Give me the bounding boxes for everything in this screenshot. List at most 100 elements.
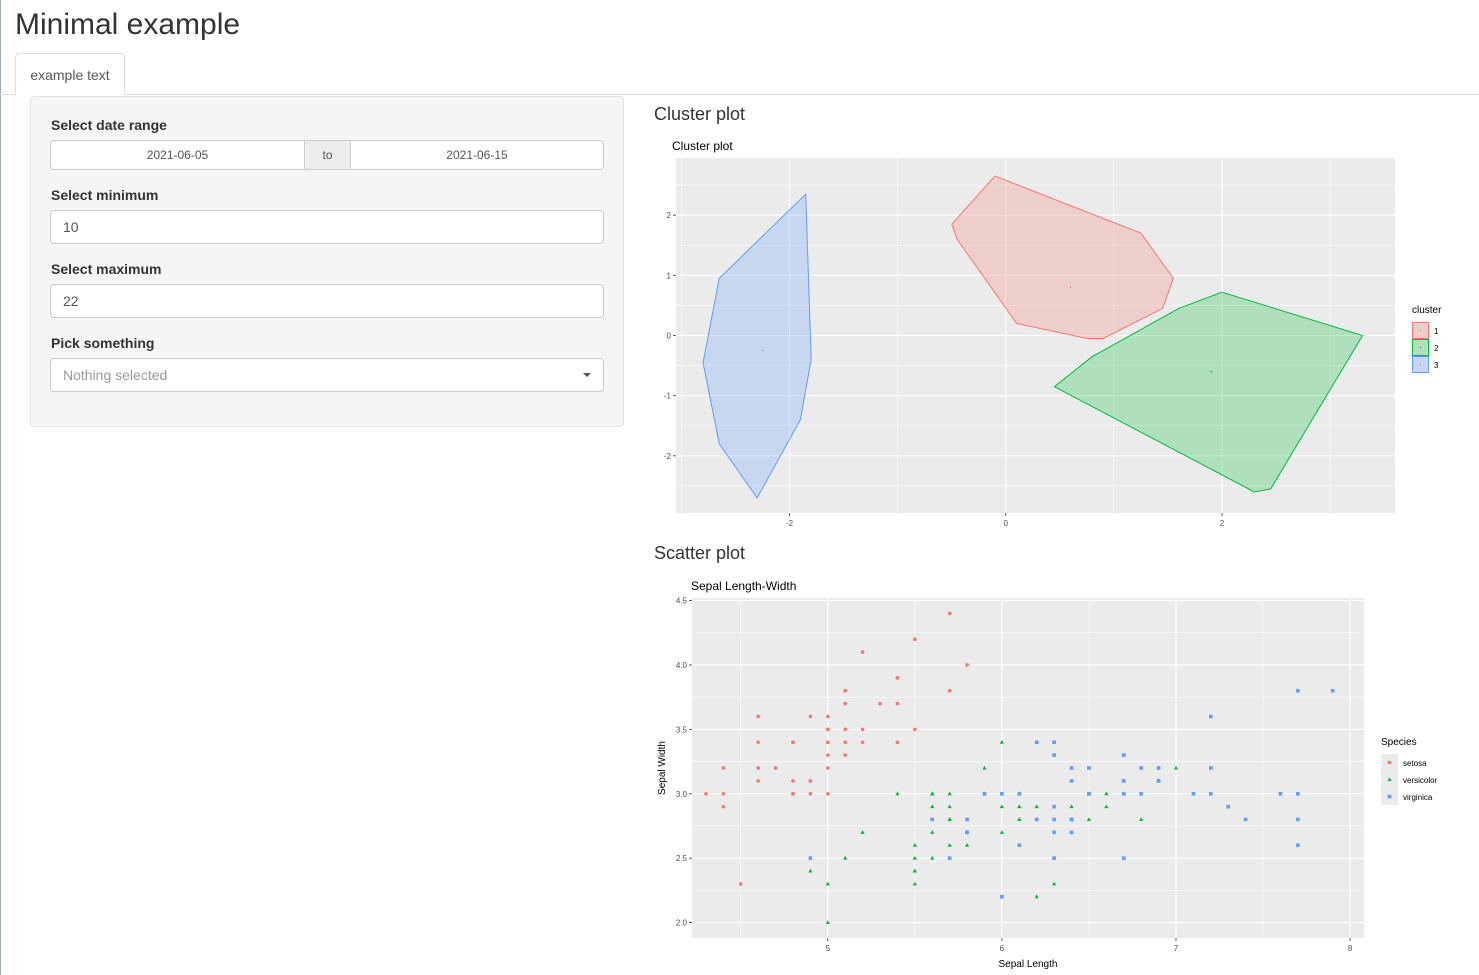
data-point-setosa [895,740,900,745]
x-tick-label: 5 [826,944,831,953]
y-axis-label: Sepal Width [657,741,668,795]
chevron-down-icon [583,373,591,377]
data-point-virginica [1243,817,1248,822]
data-point-setosa [808,791,813,796]
window-edge [0,0,1,975]
maximum-input[interactable]: 22 [50,284,604,318]
data-point-versicolor [964,842,970,847]
x-tick-label: -2 [786,519,794,528]
data-point-versicolor [895,791,900,796]
data-point-virginica [1052,804,1056,809]
data-point-virginica [1278,791,1283,796]
data-point-virginica [1296,843,1300,848]
data-point-versicolor [930,855,935,860]
data-point-virginica [1034,740,1039,745]
data-point-virginica [982,791,987,796]
data-point-virginica [1069,779,1074,783]
legend-label-versicolor: versicolor [1403,776,1438,785]
data-point-versicolor [947,842,952,847]
data-point-virginica [1069,817,1074,822]
data-point-setosa [704,791,708,796]
y-tick-label: 1 [667,271,672,280]
cluster-center-3 [761,349,764,352]
data-point-versicolor [947,804,952,809]
date-start-input[interactable]: 2021-06-05 [146,148,209,162]
data-point-setosa [947,688,952,693]
data-point-versicolor [1034,804,1039,809]
data-point-virginica [1069,830,1074,835]
data-point-virginica [947,856,952,860]
data-point-virginica [1052,753,1056,757]
data-point-virginica [965,817,969,822]
minimum-input[interactable]: 10 [50,210,604,244]
data-point-versicolor [1173,765,1179,770]
data-point-versicolor [912,881,917,886]
data-point-virginica [1052,830,1056,835]
data-point-setosa [721,804,726,809]
data-point-setosa [808,779,813,783]
data-point-versicolor [947,791,952,796]
legend-key-virginica [1387,794,1392,799]
data-point-setosa [825,727,830,732]
data-point-versicolor [860,830,865,834]
data-point-virginica [1017,843,1022,848]
data-point-setosa [791,791,795,796]
data-point-setosa [773,766,778,770]
cluster-hull-2 [1053,291,1364,493]
date-range-label: Select date range [51,117,167,133]
chart-title: Sepal Length-Width [691,579,796,593]
data-point-versicolor [1034,894,1039,899]
cluster-hull-1 [951,175,1174,340]
legend-label-3: 3 [1434,361,1439,370]
data-point-setosa [756,740,760,745]
data-point-setosa [791,779,795,783]
data-point-versicolor [1069,804,1074,809]
data-point-setosa [825,740,830,745]
data-point-setosa [721,791,726,796]
data-point-versicolor [1052,881,1057,886]
data-point-virginica [1296,817,1300,822]
tab-example-text[interactable]: example text [15,53,125,95]
y-tick-label: 2.5 [676,854,688,863]
cluster-hull-3 [702,192,812,499]
data-point-setosa [825,714,830,719]
data-point-versicolor [947,817,952,822]
data-point-virginica [1000,894,1004,899]
data-point-versicolor [999,804,1004,809]
y-tick-label: 3.0 [676,790,688,799]
data-point-setosa [895,701,900,706]
data-point-setosa [825,791,830,796]
data-point-virginica [1052,740,1056,745]
data-point-virginica [930,817,935,822]
data-point-versicolor [1104,804,1109,809]
data-point-versicolor [999,830,1004,834]
legend-key-setosa [1387,760,1392,765]
data-point-setosa [843,688,848,693]
data-point-setosa [878,701,882,706]
pick-label: Pick something [51,335,155,351]
y-tick-label: 0 [667,332,672,341]
data-point-virginica [1208,766,1213,770]
plot-panel [692,598,1364,938]
pick-select[interactable]: Nothing selected [50,358,604,392]
x-tick-label: 7 [1174,944,1179,953]
data-point-setosa [860,727,865,732]
data-point-versicolor [808,868,813,873]
data-point-virginica [1208,714,1213,719]
data-point-virginica [1069,766,1074,770]
data-point-setosa [756,766,760,770]
data-point-virginica [1191,791,1196,796]
data-point-virginica [1052,817,1056,822]
cluster-plot: Cluster plot 2 1 0 -1 -2 -2 0 2 cluster 1 2 3 [664,139,1442,528]
pick-select-placeholder: Nothing selected [63,367,168,383]
data-point-versicolor [825,920,830,925]
date-end-input[interactable]: 2021-06-15 [446,148,508,162]
x-tick-label: 8 [1348,944,1353,953]
legend-label-virginica: virginica [1403,793,1433,802]
legend-key-dot [1419,363,1422,366]
page-title: Minimal example [15,8,241,41]
date-range-input: 2021-06-05 to 2021-06-15 [50,140,604,170]
data-point-virginica [1156,766,1161,770]
data-point-versicolor [1139,817,1144,822]
data-point-setosa [895,676,900,680]
